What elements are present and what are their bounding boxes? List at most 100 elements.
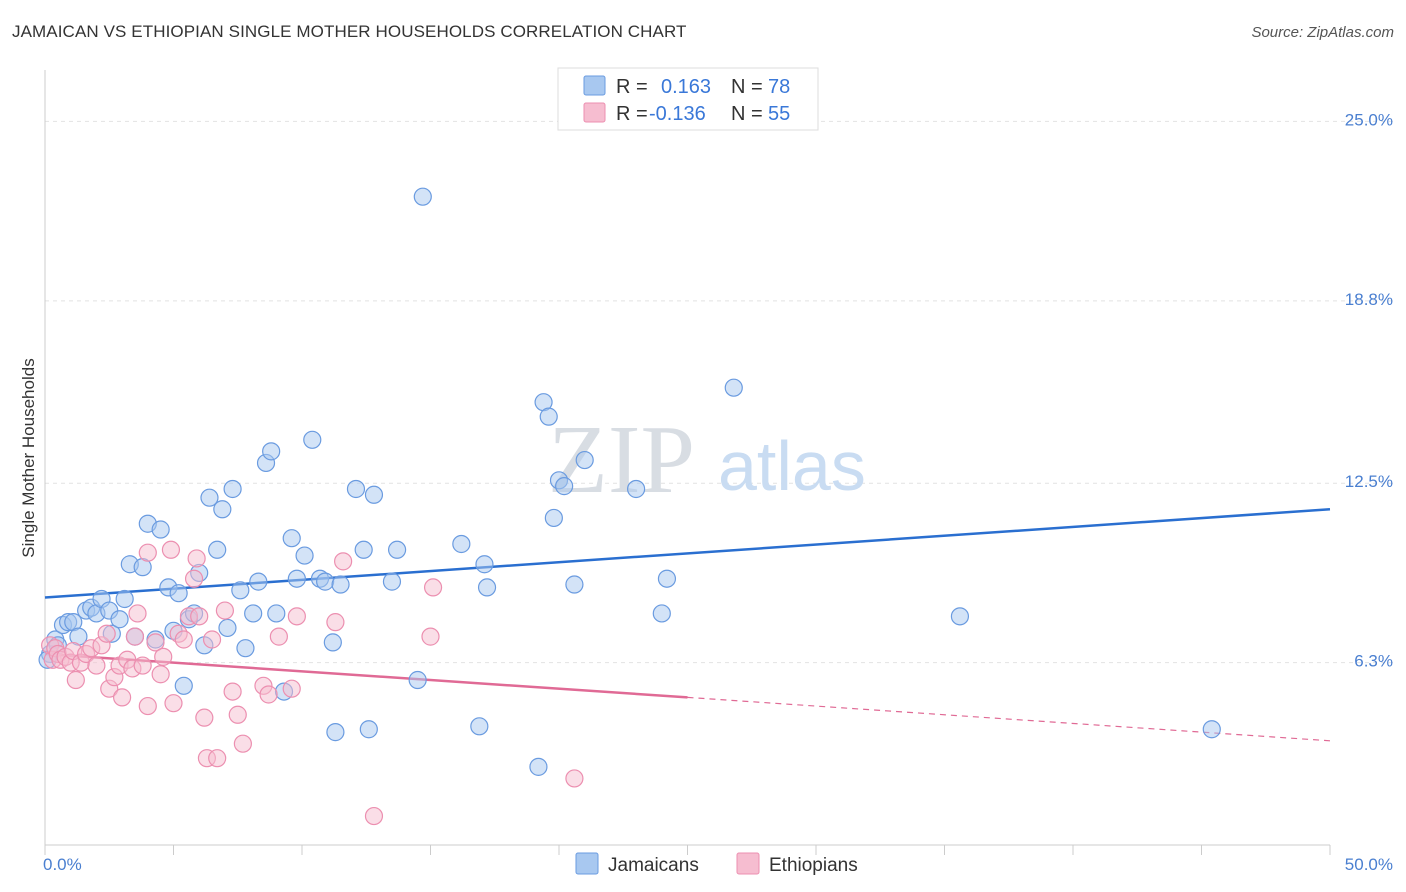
legend-blue-n-value: 78 xyxy=(768,76,790,98)
ethiopians-point xyxy=(334,552,353,571)
jamaicans-point xyxy=(382,572,402,591)
jamaicans-point xyxy=(218,618,237,638)
legend-pink-swatch xyxy=(583,102,606,123)
jamaicans-point xyxy=(529,757,548,776)
jamaicans-point xyxy=(208,540,227,559)
legend-pink-n-label: N = xyxy=(731,103,763,125)
legend-jamaicans-swatch xyxy=(575,852,599,875)
jamaicans-point xyxy=(287,569,306,588)
watermark-atlas: atlas xyxy=(718,427,866,505)
ethiopians-point xyxy=(151,665,170,684)
axes xyxy=(44,70,1331,855)
ethiopians-point xyxy=(282,679,301,698)
jamaicans-point xyxy=(475,555,494,574)
jamaicans-point xyxy=(470,717,489,736)
jamaicans-point xyxy=(477,578,497,597)
jamaicans-point xyxy=(652,604,671,623)
legend-blue-swatch xyxy=(583,75,606,96)
jamaicans-point xyxy=(326,723,345,742)
jamaicans-point xyxy=(950,607,970,626)
ethiopians-point xyxy=(133,656,152,675)
chart-title: JAMAICAN VS ETHIOPIAN SINGLE MOTHER HOUS… xyxy=(12,22,687,41)
jamaicans-point xyxy=(295,546,314,565)
jamaicans-point xyxy=(387,540,407,559)
chart-source: Source: ZipAtlas.com xyxy=(1251,24,1394,41)
ethiopians-point xyxy=(184,569,204,588)
jamaicans-point xyxy=(626,479,646,499)
watermark-zip: ZIP xyxy=(548,406,695,514)
legend-pink-n-value: 55 xyxy=(768,103,790,125)
ethiopians-point xyxy=(202,630,222,649)
ethiopians-point xyxy=(421,627,440,646)
jamaicans-point xyxy=(303,430,322,449)
legend-pink-r-label: R = xyxy=(616,103,648,125)
data-points xyxy=(38,187,1221,826)
ethiopians-point xyxy=(187,549,206,568)
y-axis-label: Single Mother Households xyxy=(19,358,38,557)
legend-ethiopians-label: Ethiopians xyxy=(769,855,858,876)
jamaicans-point xyxy=(174,676,193,695)
ethiopians-point xyxy=(125,627,145,646)
jamaicans-point xyxy=(236,639,255,658)
x-tick-label: 0.0% xyxy=(43,855,82,874)
legend-top: R = 0.163 N = 78 R = -0.136 N = 55 xyxy=(557,67,819,131)
jamaicans-point xyxy=(231,581,250,600)
jamaicans-point xyxy=(244,604,263,623)
jamaicans-point xyxy=(200,488,219,507)
ethiopians-point xyxy=(87,656,106,675)
ethiopians-point xyxy=(174,630,193,649)
jamaicans-point xyxy=(359,720,378,739)
ethiopians-point xyxy=(161,540,181,559)
jamaicans-point xyxy=(346,479,366,499)
legend-pink-r-value: -0.136 xyxy=(649,103,706,125)
jamaicans-point xyxy=(151,520,170,539)
jamaicans-point xyxy=(408,670,427,690)
jamaicans-point xyxy=(249,572,268,591)
jamaicans-point xyxy=(452,534,471,554)
jamaicans-point xyxy=(555,477,574,496)
ethiopians-point xyxy=(164,694,183,713)
ethiopians-trend-extension xyxy=(687,696,1331,742)
jamaicans-point xyxy=(413,187,432,206)
jamaicans-point xyxy=(657,569,677,588)
y-tick-label: 18.8% xyxy=(1345,290,1393,309)
ethiopians-point xyxy=(97,624,116,643)
legend-blue-n-label: N = xyxy=(731,76,763,98)
jamaicans-point xyxy=(565,575,584,594)
jamaicans-point xyxy=(575,450,594,470)
y-tick-label: 6.3% xyxy=(1354,652,1393,671)
ethiopians-point xyxy=(146,633,165,652)
legend-ethiopians-swatch xyxy=(736,852,760,875)
ethiopians-point xyxy=(190,607,209,626)
ethiopians-point xyxy=(66,670,85,690)
ethiopians-trend-line xyxy=(44,652,688,699)
ethiopians-point xyxy=(423,578,443,597)
jamaicans-point xyxy=(115,589,134,609)
ethiopians-point xyxy=(223,682,242,701)
ethiopians-point xyxy=(259,685,278,704)
jamaicans-point xyxy=(316,572,335,591)
jamaicans-point xyxy=(539,407,558,426)
jamaicans-point xyxy=(331,575,350,594)
jamaicans-point xyxy=(364,485,384,504)
ethiopians-point xyxy=(326,613,345,632)
jamaicans-point xyxy=(354,540,373,559)
ethiopians-point xyxy=(195,708,214,727)
y-tick-label: 12.5% xyxy=(1345,472,1393,491)
ethiopians-point xyxy=(215,601,234,620)
jamaicans-point xyxy=(169,584,188,603)
ethiopians-point xyxy=(233,734,252,753)
jamaicans-point xyxy=(724,378,743,397)
ethiopians-point xyxy=(364,806,384,826)
legend-jamaicans-label: Jamaicans xyxy=(608,855,699,876)
jamaicans-point xyxy=(1202,720,1221,739)
jamaicans-point xyxy=(544,508,563,528)
ethiopians-point xyxy=(112,688,132,707)
y-tick-labels: 6.3% 12.5% 18.8% 25.0% xyxy=(1345,110,1393,670)
ethiopians-point xyxy=(154,647,173,666)
ethiopians-point xyxy=(138,543,157,562)
y-tick-label: 25.0% xyxy=(1345,110,1393,129)
ethiopians-point xyxy=(128,604,147,623)
ethiopians-point xyxy=(269,627,288,646)
